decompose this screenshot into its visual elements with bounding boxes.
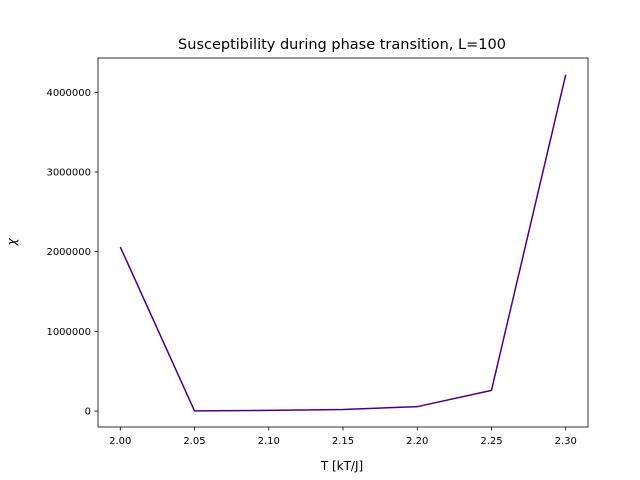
chart-title: Susceptibility during phase transition, … bbox=[178, 37, 506, 53]
y-tick-label: 0 bbox=[85, 407, 91, 418]
y-tick-label: 3000000 bbox=[46, 167, 91, 178]
x-tick-label: 2.10 bbox=[258, 436, 280, 447]
series-line-0 bbox=[119, 74, 567, 412]
x-axis-label: T [kT/J] bbox=[320, 459, 363, 473]
y-axis-label: χ bbox=[5, 238, 19, 247]
y-tick-label: 4000000 bbox=[46, 88, 91, 99]
x-axis-ticks: 2.00 2.05 2.10 2.15 2.20 2.25 2.30 bbox=[109, 427, 577, 447]
x-tick-label: 2.15 bbox=[332, 436, 354, 447]
x-tick-label: 2.30 bbox=[555, 436, 577, 447]
x-tick-label: 2.05 bbox=[183, 436, 205, 447]
x-tick-label: 2.20 bbox=[406, 436, 428, 447]
x-tick-label: 2.25 bbox=[480, 436, 502, 447]
y-tick-label: 2000000 bbox=[46, 247, 91, 258]
x-tick-label: 2.00 bbox=[109, 436, 131, 447]
y-axis-ticks: 0 1000000 2000000 3000000 4000000 bbox=[46, 88, 98, 418]
y-tick-label: 1000000 bbox=[46, 327, 91, 338]
